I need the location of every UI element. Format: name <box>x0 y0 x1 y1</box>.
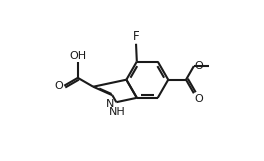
Text: NH: NH <box>109 107 126 117</box>
Text: F: F <box>133 30 139 43</box>
Text: OH: OH <box>69 51 86 61</box>
Text: O: O <box>54 81 63 91</box>
Text: N: N <box>106 99 114 109</box>
Text: O: O <box>195 61 204 71</box>
Text: O: O <box>195 94 204 104</box>
